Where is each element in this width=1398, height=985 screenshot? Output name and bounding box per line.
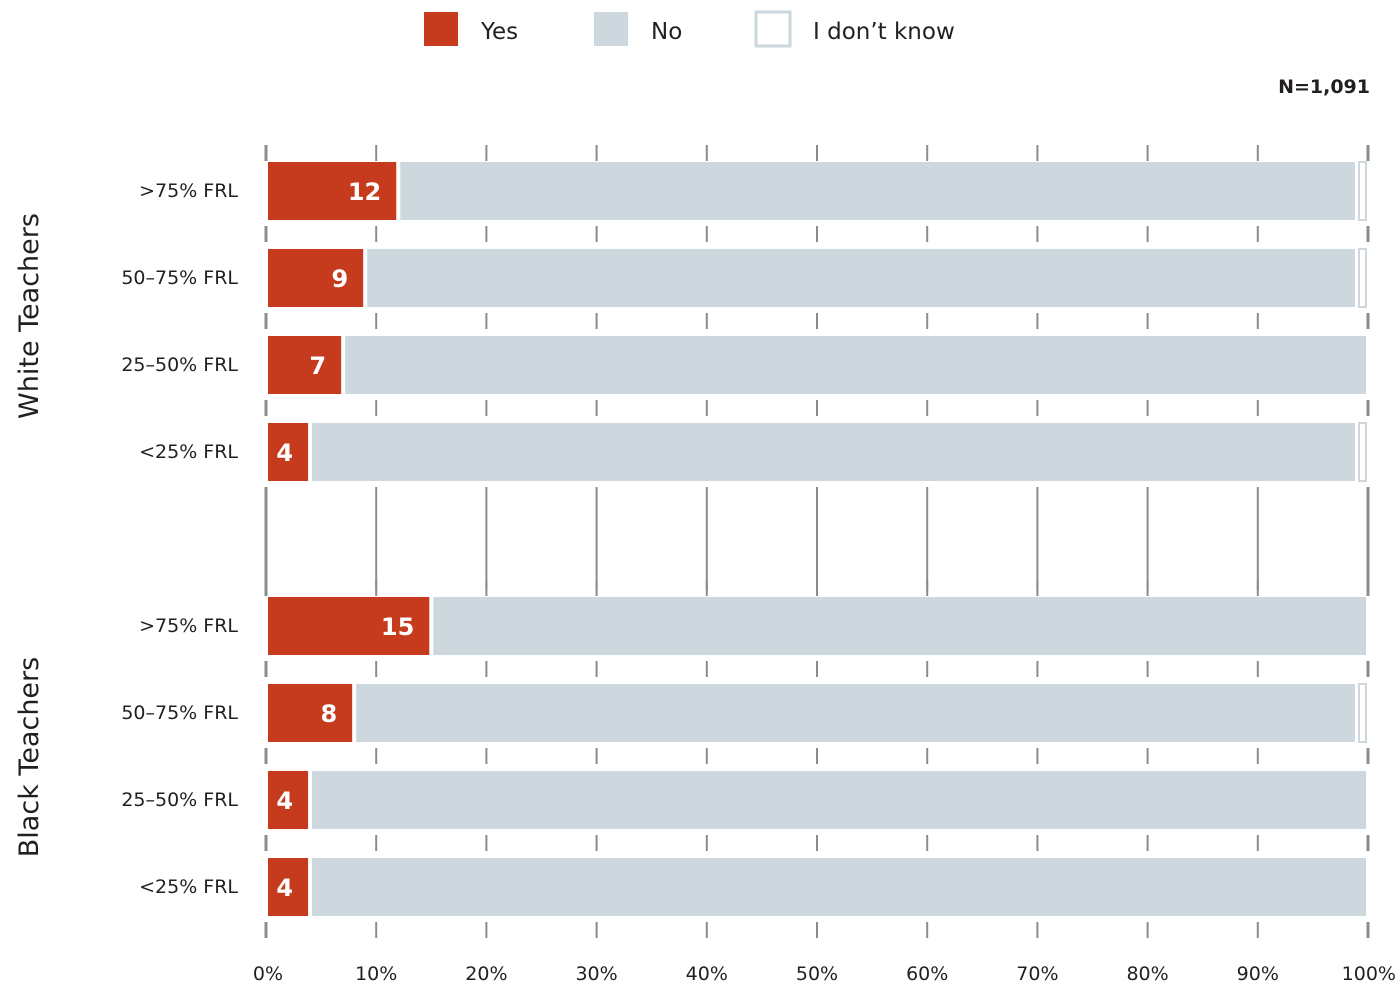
group-label-white-teachers: White Teachers <box>14 213 45 419</box>
x-tick-label: 60% <box>906 963 948 985</box>
x-axis-ticks: 0% 10% 20% 30% 40% 50% 60% 70% 80% 90% 100% <box>253 963 1396 985</box>
data-label: 9 <box>331 265 348 293</box>
legend: Yes No I don’t know <box>424 10 955 48</box>
data-label: 7 <box>309 352 326 380</box>
x-tick-label: 100% <box>1342 963 1396 985</box>
bar-white-teachers-1-yes <box>268 249 364 307</box>
bar-black-teachers-1-no <box>356 684 1355 742</box>
bar-black-teachers-2-yes <box>268 771 309 829</box>
x-tick-label: 70% <box>1016 963 1058 985</box>
legend-label-no: No <box>651 19 682 45</box>
x-tick-label: 40% <box>686 963 728 985</box>
bar-black-teachers-0-no <box>433 597 1366 655</box>
data-label: 4 <box>276 874 293 902</box>
bar-white-teachers-3-i-don-t-know <box>1357 422 1367 482</box>
category-label: 25–50% FRL <box>121 354 238 376</box>
bar-black-teachers-2-no <box>312 771 1367 829</box>
legend-swatch-yes <box>424 12 458 46</box>
category-label: >75% FRL <box>139 615 238 637</box>
x-tick-label: 0% <box>253 963 283 985</box>
bar-white-teachers-0-yes <box>268 162 397 220</box>
x-tick-label: 90% <box>1237 963 1279 985</box>
data-label: 4 <box>276 439 293 467</box>
group-label-black-teachers: Black Teachers <box>14 657 45 857</box>
bar-white-teachers-3-yes <box>268 423 309 481</box>
bar-black-teachers-3-yes <box>268 858 309 916</box>
category-label: 50–75% FRL <box>121 267 238 289</box>
bar-black-teachers-1-i-don-t-know <box>1357 683 1367 743</box>
bars: 12 9 7 4 15 8 4 4 <box>268 161 1367 916</box>
category-label: <25% FRL <box>139 876 238 898</box>
category-label: >75% FRL <box>139 180 238 202</box>
group-labels: White Teachers Black Teachers <box>14 213 45 857</box>
sample-size-note: N=1,091 <box>1278 76 1370 98</box>
data-label: 12 <box>348 178 381 206</box>
bar-white-teachers-2-no <box>345 336 1366 394</box>
bar-black-teachers-1-yes <box>268 684 353 742</box>
bar-black-teachers-0-yes <box>268 597 430 655</box>
category-label: <25% FRL <box>139 441 238 463</box>
x-tick-label: 10% <box>355 963 397 985</box>
data-label: 15 <box>381 613 414 641</box>
bar-white-teachers-1-i-don-t-know <box>1357 248 1367 308</box>
legend-swatch-no <box>594 12 628 46</box>
category-label: 50–75% FRL <box>121 702 238 724</box>
data-label: 4 <box>276 787 293 815</box>
bar-white-teachers-0-i-don-t-know <box>1357 161 1367 221</box>
gridlines <box>264 145 1370 938</box>
bar-white-teachers-3-no <box>312 423 1355 481</box>
x-tick-label: 20% <box>465 963 507 985</box>
x-tick-label: 50% <box>796 963 838 985</box>
bar-white-teachers-2-yes <box>268 336 342 394</box>
bar-black-teachers-3-no <box>312 858 1367 916</box>
category-label: 25–50% FRL <box>121 789 238 811</box>
x-tick-label: 80% <box>1126 963 1168 985</box>
bar-white-teachers-1-no <box>367 249 1355 307</box>
category-labels: >75% FRL 50–75% FRL 25–50% FRL <25% FRL >75%… <box>121 180 238 898</box>
bar-white-teachers-0-no <box>400 162 1355 220</box>
legend-swatch-i-don-t-know <box>754 10 792 48</box>
legend-label-i-don-t-know: I don’t know <box>813 19 955 45</box>
legend-label-yes: Yes <box>480 19 518 45</box>
x-tick-label: 30% <box>575 963 617 985</box>
data-label: 8 <box>320 700 337 728</box>
